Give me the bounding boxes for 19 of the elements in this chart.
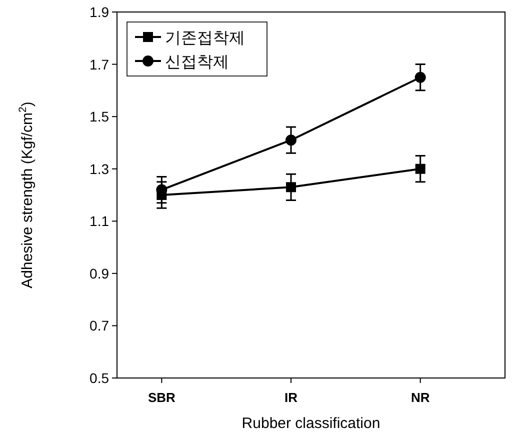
x-tick-label: SBR	[148, 390, 176, 405]
point	[415, 164, 426, 174]
point	[414, 72, 426, 83]
y-tick-label: 1.5	[90, 108, 110, 125]
y-tick-label: 1.3	[90, 160, 110, 177]
y-tick-label: 0.9	[90, 265, 110, 282]
legend-label: 기존접착제	[165, 30, 245, 47]
y-tick-label: 1.1	[90, 213, 110, 230]
x-axis-title: Rubber classification	[242, 415, 380, 432]
legend-label: 신접착제	[165, 54, 229, 71]
x-tick-label: IR	[284, 390, 298, 405]
y-tick-label: 0.7	[90, 318, 110, 334]
y-tick-label: 1.9	[90, 4, 110, 20]
point	[286, 134, 296, 146]
y-tick-label: 0.5	[90, 370, 110, 386]
point	[286, 182, 296, 192]
x-tick-label: NR	[410, 390, 430, 405]
point	[156, 190, 167, 200]
y-tick-label: 1.7	[90, 56, 110, 72]
